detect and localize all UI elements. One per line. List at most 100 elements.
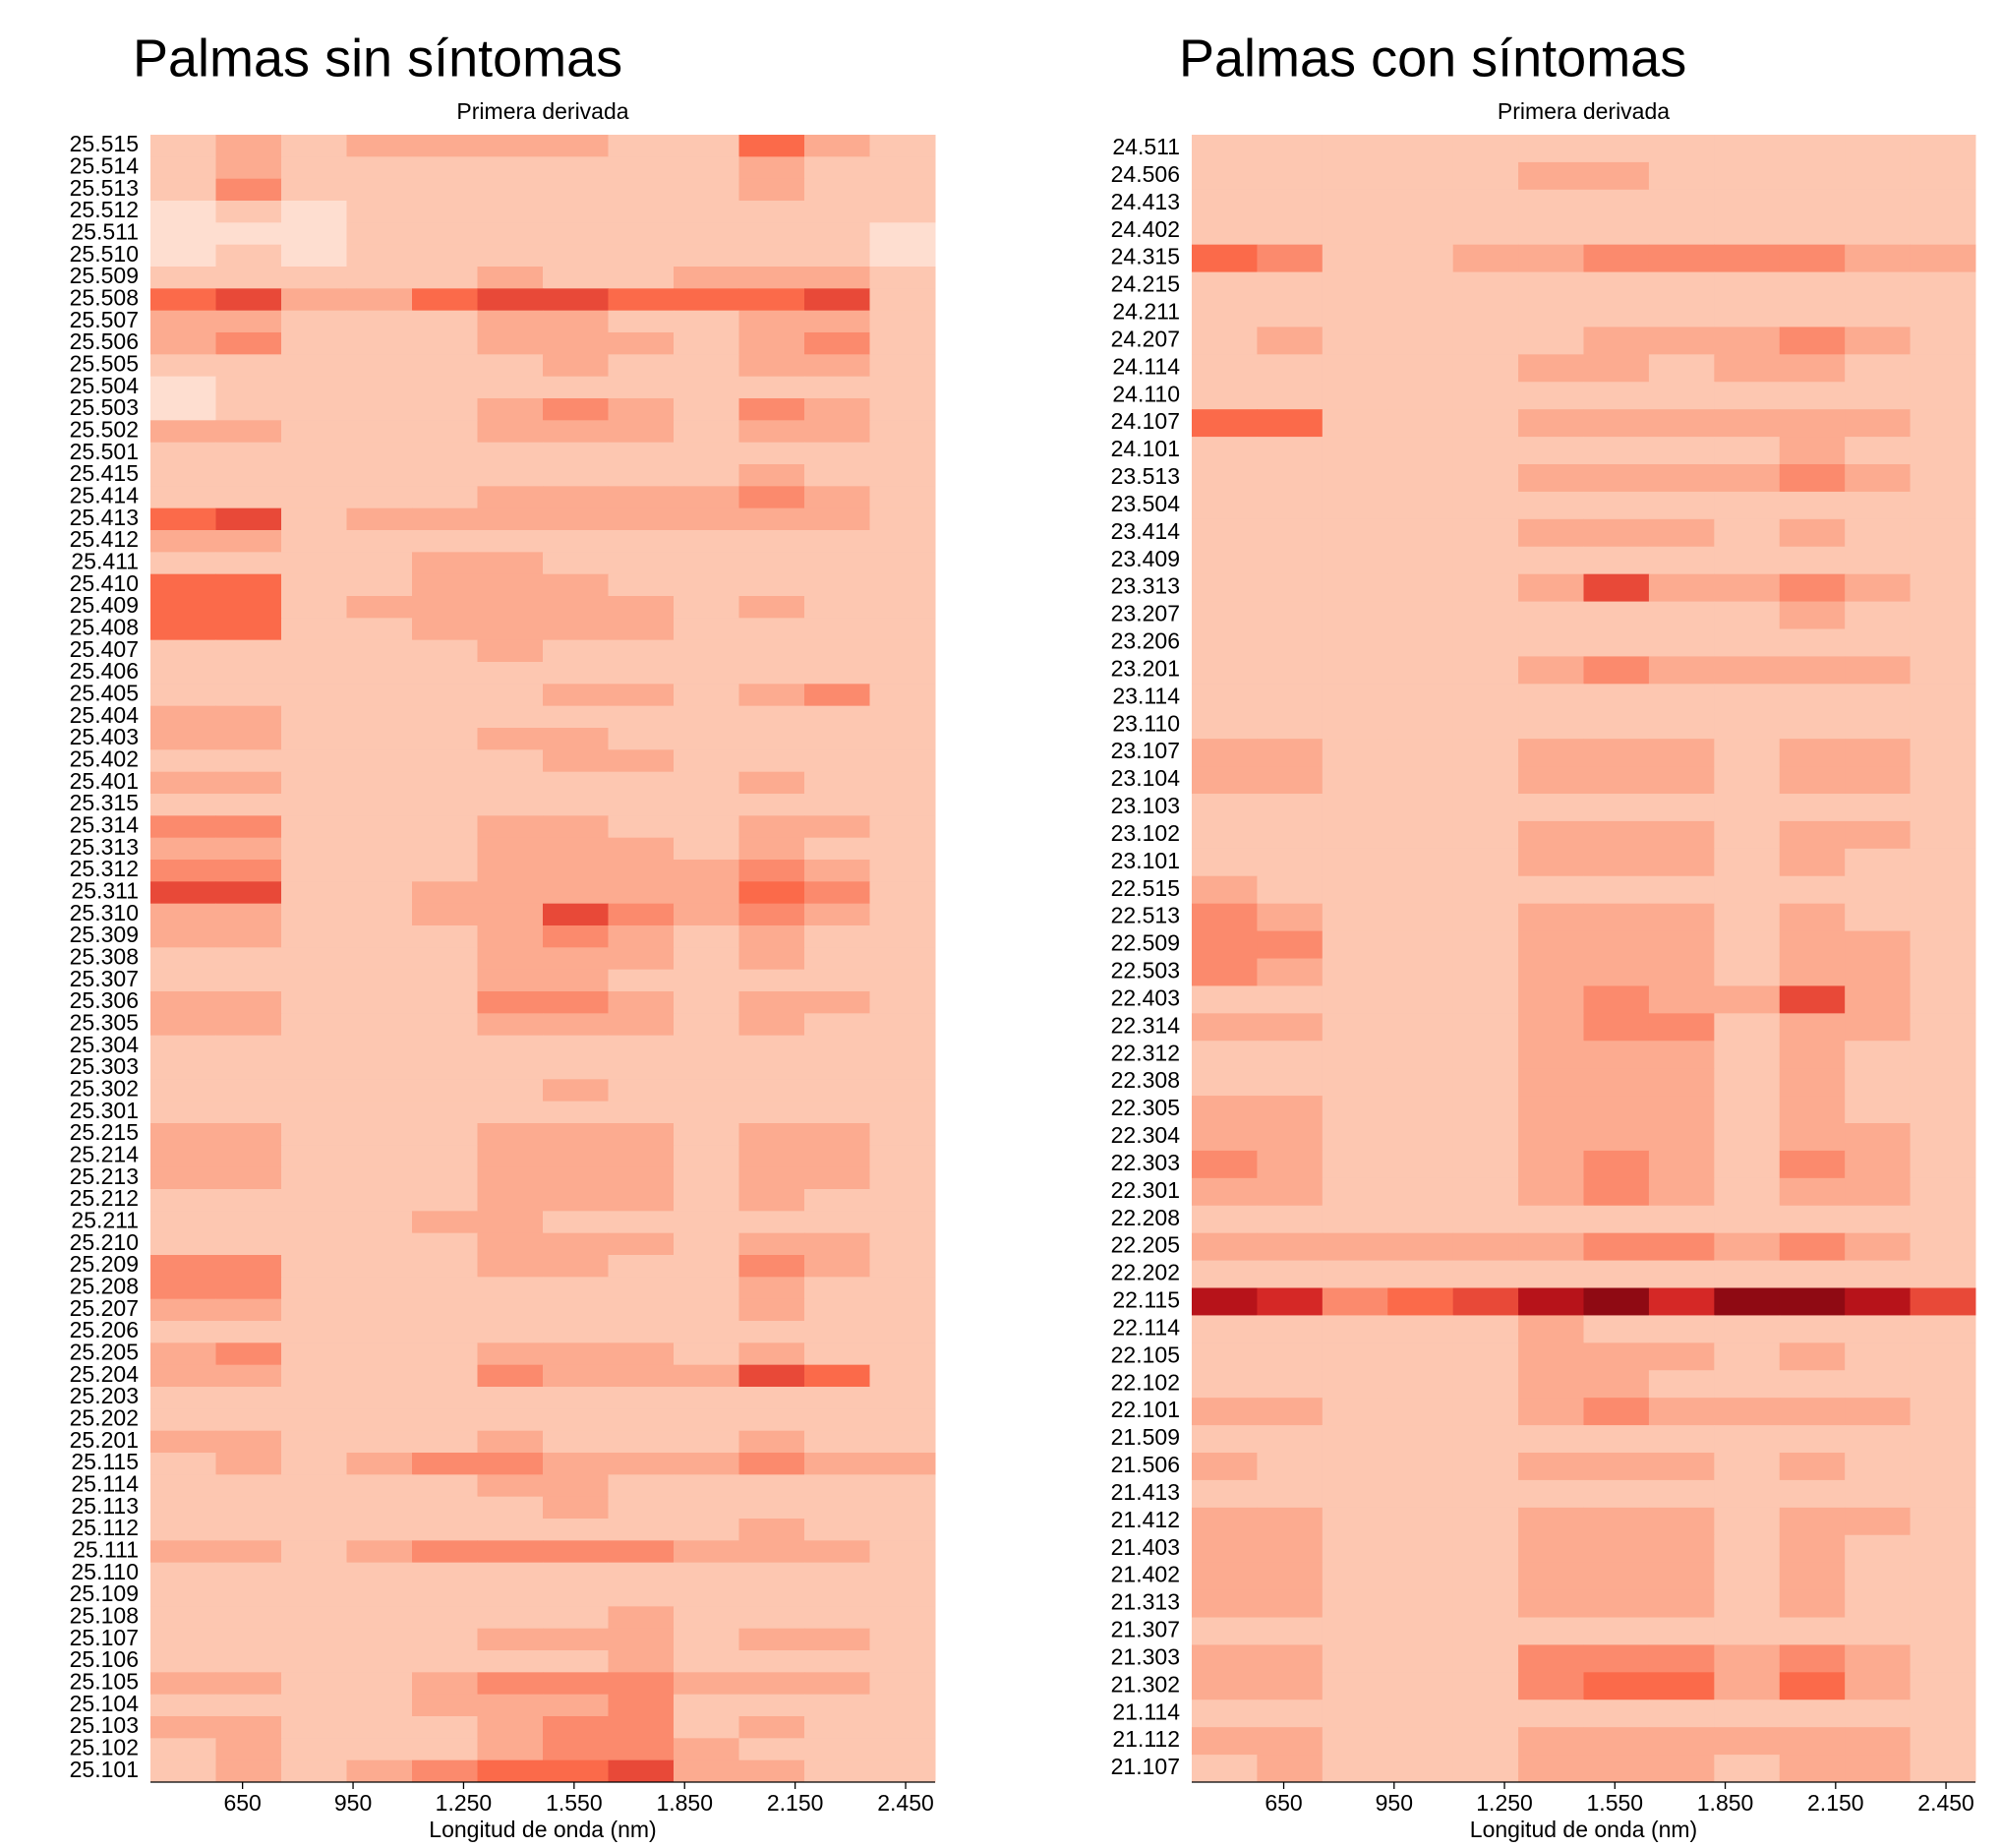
y-tick-label: 25.402 [70, 746, 139, 772]
heatmap-cell [804, 1387, 870, 1409]
y-tick-label: 25.203 [70, 1383, 139, 1408]
heatmap-cell [412, 771, 478, 795]
heatmap-cell [1845, 930, 1912, 959]
heatmap-cell [738, 1189, 805, 1212]
x-tick-label: 1.850 [1697, 1790, 1754, 1816]
heatmap-cell [412, 1672, 478, 1696]
heatmap-cell [1257, 601, 1324, 629]
heatmap-cell [1452, 1644, 1519, 1673]
heatmap-cell [1452, 1699, 1519, 1728]
heatmap-cell [412, 178, 478, 202]
heatmap-cell [412, 1387, 478, 1409]
heatmap-cell [1648, 1398, 1715, 1426]
heatmap-cell [1387, 299, 1454, 328]
heatmap-cell [543, 771, 609, 795]
heatmap-cell [1583, 1727, 1650, 1756]
heatmap-cell [1257, 1123, 1324, 1152]
heatmap-cell [215, 1694, 282, 1717]
heatmap-cell [215, 1759, 282, 1783]
heatmap-cell [477, 1387, 544, 1409]
heatmap-cell [804, 771, 870, 795]
heatmap-cell [346, 507, 413, 531]
heatmap-cell [804, 1562, 870, 1585]
heatmap-cell [281, 1013, 347, 1037]
heatmap-cell [543, 925, 609, 948]
heatmap-cell [543, 728, 609, 750]
heatmap-cell [869, 1387, 936, 1409]
heatmap-cell [1779, 1453, 1846, 1481]
heatmap-cell [869, 1321, 936, 1343]
heatmap-cell [869, 420, 936, 444]
heatmap-cell [150, 1342, 216, 1366]
heatmap-cell [543, 267, 609, 289]
heatmap-cell [869, 1562, 936, 1585]
heatmap-cell [1192, 1315, 1258, 1343]
heatmap-cell [1387, 656, 1454, 685]
x-tick-label: 950 [334, 1790, 372, 1816]
y-tick-label: 24.511 [1112, 134, 1180, 159]
heatmap-cell [477, 1232, 544, 1256]
heatmap-cell [1845, 1205, 1912, 1234]
y-tick-label: 25.511 [71, 219, 139, 245]
heatmap-cell [1845, 985, 1912, 1014]
heatmap-cell [543, 1650, 609, 1673]
heatmap-cell [1779, 135, 1846, 163]
heatmap-cell [1910, 354, 1976, 383]
heatmap-cell [1845, 135, 1912, 163]
heatmap-cell [1192, 1177, 1258, 1207]
heatmap-cell [1257, 1068, 1324, 1097]
heatmap-cell [1779, 1123, 1846, 1152]
y-tick-label: 25.509 [70, 263, 139, 288]
heatmap-cell [281, 156, 347, 180]
heatmap-cell [281, 1738, 347, 1761]
heatmap-cell [215, 354, 282, 378]
heatmap-cell [1583, 354, 1650, 383]
heatmap-cell [215, 705, 282, 729]
heatmap-cell [869, 1474, 936, 1498]
heatmap-cell [215, 222, 282, 246]
heatmap-cell [1779, 930, 1846, 959]
heatmap-cell [1648, 1672, 1715, 1700]
heatmap-cell [1583, 1507, 1650, 1536]
heatmap-cell [1779, 1260, 1846, 1288]
heatmap-cell [412, 1211, 478, 1234]
heatmap-cell [346, 1738, 413, 1761]
heatmap-cell [215, 1606, 282, 1630]
heatmap-cell [543, 507, 609, 531]
heatmap-cell [869, 1453, 936, 1475]
chart-subtitle: Primera derivada [1498, 98, 1670, 124]
heatmap-cell [1779, 1287, 1846, 1316]
heatmap-cell [1387, 1479, 1454, 1509]
heatmap-cell [346, 1496, 413, 1520]
heatmap-cell [1714, 244, 1781, 273]
heatmap-cell [1779, 189, 1846, 218]
y-tick-label: 25.413 [70, 505, 139, 530]
heatmap-cell [1779, 1398, 1846, 1426]
heatmap-cell [543, 135, 609, 157]
heatmap-cell [869, 596, 936, 619]
heatmap-cell [608, 1364, 675, 1388]
heatmap-cell [215, 1519, 282, 1541]
heatmap-cell [346, 1672, 413, 1696]
heatmap-cell [543, 1321, 609, 1343]
heatmap-cell [1910, 1013, 1976, 1042]
heatmap-cell [1387, 875, 1454, 905]
heatmap-cell [1257, 684, 1324, 712]
heatmap-cell [281, 310, 347, 333]
heatmap-cell [543, 1694, 609, 1717]
heatmap-cell [1322, 1260, 1388, 1288]
heatmap-cell [1452, 1013, 1519, 1042]
y-tick-label: 25.105 [70, 1669, 139, 1695]
heatmap-cell [477, 1584, 544, 1607]
heatmap-cell [1648, 437, 1715, 465]
heatmap-cell [1518, 684, 1584, 712]
heatmap-cell [1910, 1398, 1976, 1426]
heatmap-cell [477, 1453, 544, 1475]
heatmap-cell [215, 1342, 282, 1366]
heatmap-cell [674, 1035, 739, 1058]
heatmap-cell [1845, 1260, 1912, 1288]
heatmap-cell [1845, 1699, 1912, 1728]
heatmap-cell [1648, 1507, 1715, 1536]
heatmap-cell [1648, 848, 1715, 877]
heatmap-cell [477, 1255, 544, 1278]
